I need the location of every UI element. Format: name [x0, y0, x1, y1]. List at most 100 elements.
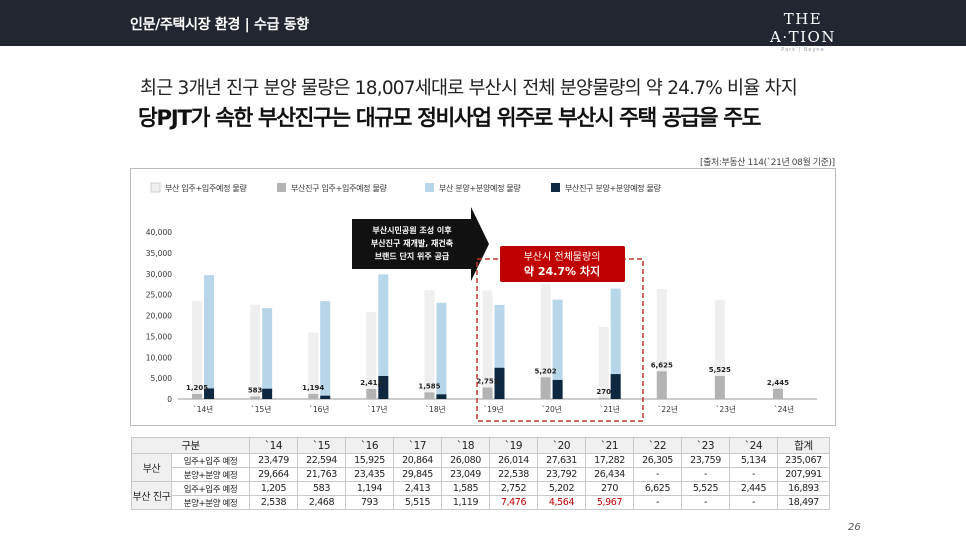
table-header-year: `24 — [729, 437, 778, 454]
table-header-row: 구분 `14 `15 `16 `17 `18 `19 `20 `21 `22 `23 `24 합계 — [131, 437, 830, 454]
busan-occupancy-bar — [424, 290, 435, 399]
table-header-year: `18 — [441, 437, 490, 454]
table-header-category: 구분 — [131, 437, 250, 454]
table-cell: 1,205 — [249, 481, 298, 496]
supply-table: 구분 `14 `15 `16 `17 `18 `19 `20 `21 `22 `23 `24 합계 부산… — [131, 437, 830, 510]
source-note: [출처:부동산 114(`21년 08월 기준)] — [700, 158, 835, 168]
y-tick-label: 30,000 — [146, 270, 172, 279]
table-cell: 2,538 — [249, 495, 298, 510]
chart-svg: 부산 입주+입주예정 물량 부산진구 입주+입주예정 물량 부산 분양+분양예정 물… — [146, 182, 817, 422]
table-cell: 5,515 — [393, 495, 442, 510]
busan-occupancy-bar — [656, 289, 667, 399]
table-cell: 23,759 — [681, 453, 730, 468]
supply-chart: 부산 입주+입주예정 물량 부산진구 입주+입주예정 물량 부산 분양+분양예정 물… — [130, 168, 836, 426]
callout-text-line2: 약 24.7% 차지 — [524, 264, 600, 278]
jingu-occupancy-bar — [598, 397, 609, 399]
arrow-text-line2: 부산진구 재개발, 재건축 — [371, 238, 454, 248]
table-cell: 29,845 — [393, 467, 442, 482]
x-tick-label: `14년 — [193, 404, 213, 414]
y-tick-label: 35,000 — [146, 249, 172, 258]
table-row: 부산 진구 입주+입주 예정 1,205 583 1,194 2,413 1,585 2,75… — [131, 481, 830, 510]
table-cell: 1,119 — [441, 495, 490, 510]
y-tick-label: 15,000 — [146, 332, 172, 341]
jingu-presale-bar — [262, 388, 273, 399]
arrow-text-line3: 브랜드 단지 위주 공급 — [375, 251, 450, 261]
table-cell: 207,991 — [777, 467, 830, 482]
table-cell: 22,594 — [297, 453, 346, 468]
jingu-occupancy-bar — [482, 387, 493, 399]
busan-occupancy-bar — [482, 290, 493, 399]
table-cell: 26,305 — [633, 453, 682, 468]
table-cell: 16,893 — [777, 481, 830, 496]
x-tick-label: `20년 — [541, 404, 561, 414]
table-cell: 27,631 — [537, 453, 586, 468]
table-cell: - — [729, 495, 778, 510]
table-cell: 23,792 — [537, 467, 586, 482]
jingu-occupancy-bar — [656, 371, 667, 399]
logo-subtext: Park | Beyne — [781, 47, 825, 53]
table-cell: 1,194 — [345, 481, 394, 496]
table-row: 부산 입주+입주 예정 23,479 22,594 15,925 20,864 26,080… — [131, 453, 830, 482]
table-cell: 2,413 — [393, 481, 442, 496]
table-cell: 22,538 — [489, 467, 538, 482]
callout-text-line1: 부산시 전체물량의 — [524, 251, 601, 263]
table-cell: 20,864 — [393, 453, 442, 468]
logo-text: THE A·TION — [770, 10, 836, 46]
table-cell: 5,202 — [537, 481, 586, 496]
table-header-year: `19 — [489, 437, 538, 454]
busan-presale-bar — [204, 275, 215, 399]
busan-occupancy-bar — [366, 311, 377, 399]
jingu-presale-bar — [610, 374, 621, 399]
legend-label-2: 부산 분양+분양예정 물량 — [439, 183, 521, 193]
x-tick-label: `19년 — [483, 404, 503, 414]
table-row: 분양+분양 예정 29,664 21,763 23,435 29,845 23,049 22… — [132, 467, 830, 482]
page-number: 26 — [848, 522, 861, 533]
busan-occupancy-bar — [192, 300, 203, 399]
jingu-occupancy-bar — [540, 377, 551, 399]
table-row-label: 분양+분양 예정 — [171, 467, 250, 482]
x-tick-label: `24년 — [774, 404, 794, 414]
data-label: 1,205 — [186, 384, 208, 392]
table-header-year: `22 — [633, 437, 682, 454]
table-cell: 235,067 — [777, 453, 830, 468]
y-tick-label: 40,000 — [146, 228, 172, 237]
table-cell: - — [729, 467, 778, 482]
jingu-occupancy-bar — [192, 393, 203, 399]
table-cell: 29,664 — [249, 467, 298, 482]
data-label: 2,752 — [476, 378, 498, 386]
table-cell: 18,497 — [777, 495, 830, 510]
jingu-presale-bar — [378, 375, 389, 399]
arrow-text-line1: 부산시민공원 조성 이후 — [372, 225, 452, 235]
headline: 최근 3개년 진구 분양 물량은 18,007세대로 부산시 전체 분양물량의 … — [140, 78, 798, 99]
x-tick-label: `22년 — [658, 404, 678, 414]
busan-occupancy-bar — [308, 332, 319, 399]
data-label: 583 — [248, 387, 263, 395]
table-cell: 583 — [297, 481, 346, 496]
table-row-label: 입주+입주 예정 — [171, 481, 250, 496]
x-tick-label: `17년 — [367, 404, 387, 414]
busan-occupancy-bar — [598, 326, 609, 399]
data-label: 1,585 — [418, 382, 440, 390]
jingu-occupancy-bar — [366, 388, 377, 399]
table-cell: 5,525 — [681, 481, 730, 496]
busan-presale-bar — [320, 301, 331, 399]
jingu-occupancy-bar — [424, 392, 435, 399]
y-tick-label: 0 — [167, 395, 172, 404]
table-header-year: `15 — [297, 437, 346, 454]
table-header-year: `23 — [681, 437, 730, 454]
table-cell: 4,564 — [537, 495, 586, 510]
table-cell: - — [681, 467, 730, 482]
jingu-presale-bar — [494, 367, 505, 399]
table-cell: 17,282 — [585, 453, 634, 468]
busan-occupancy-bar — [540, 283, 551, 399]
table-cell: 26,014 — [489, 453, 538, 468]
data-label: 2,413 — [360, 379, 382, 387]
table-cell: 23,049 — [441, 467, 490, 482]
table-cell: 1,585 — [441, 481, 490, 496]
table-cell: 23,435 — [345, 467, 394, 482]
y-tick-label: 25,000 — [146, 291, 172, 300]
table-region-cell: 부산 진구 — [131, 481, 172, 510]
table-cell: - — [681, 495, 730, 510]
y-tick-label: 10,000 — [146, 353, 172, 362]
jingu-presale-bar — [552, 379, 563, 399]
